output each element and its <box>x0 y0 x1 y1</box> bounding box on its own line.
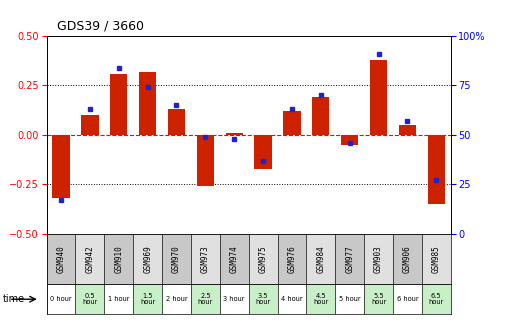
Text: 4 hour: 4 hour <box>281 296 303 302</box>
Bar <box>254 135 272 168</box>
Text: GSM984: GSM984 <box>316 245 325 273</box>
Bar <box>283 111 300 135</box>
Text: GSM974: GSM974 <box>229 245 239 273</box>
Bar <box>370 60 387 135</box>
Text: GSM910: GSM910 <box>114 245 123 273</box>
Text: time: time <box>3 294 25 304</box>
Text: GDS39 / 3660: GDS39 / 3660 <box>57 20 144 33</box>
Bar <box>162 234 191 284</box>
Bar <box>312 97 329 135</box>
Text: GSM975: GSM975 <box>258 245 268 273</box>
Bar <box>133 234 162 284</box>
Bar <box>47 234 76 284</box>
Bar <box>220 284 249 314</box>
Text: GSM970: GSM970 <box>172 245 181 273</box>
Text: 0.5
hour: 0.5 hour <box>82 293 97 305</box>
Bar <box>197 135 214 186</box>
Bar <box>278 284 306 314</box>
Bar <box>52 135 70 198</box>
Bar <box>422 234 451 284</box>
Text: 2 hour: 2 hour <box>166 296 188 302</box>
Text: 0 hour: 0 hour <box>50 296 72 302</box>
Bar <box>225 133 243 135</box>
Bar <box>364 234 393 284</box>
Text: GSM903: GSM903 <box>374 245 383 273</box>
Bar <box>81 115 98 135</box>
Text: GSM942: GSM942 <box>85 245 94 273</box>
Bar <box>76 234 104 284</box>
Bar <box>278 234 306 284</box>
Text: GSM906: GSM906 <box>403 245 412 273</box>
Bar <box>133 284 162 314</box>
Text: GSM973: GSM973 <box>201 245 210 273</box>
Text: 3.5
hour: 3.5 hour <box>255 293 271 305</box>
Text: 5 hour: 5 hour <box>339 296 361 302</box>
Text: 1 hour: 1 hour <box>108 296 130 302</box>
Bar <box>393 234 422 284</box>
Bar <box>104 234 133 284</box>
Text: GSM976: GSM976 <box>287 245 296 273</box>
Text: 2.5
hour: 2.5 hour <box>198 293 213 305</box>
Bar <box>191 284 220 314</box>
Bar <box>139 72 156 135</box>
Text: 6.5
hour: 6.5 hour <box>428 293 444 305</box>
Bar <box>393 284 422 314</box>
Bar <box>335 234 364 284</box>
Bar <box>162 284 191 314</box>
Text: GSM969: GSM969 <box>143 245 152 273</box>
Bar <box>76 284 104 314</box>
Bar <box>306 234 335 284</box>
Text: GSM985: GSM985 <box>431 245 441 273</box>
Text: 1.5
hour: 1.5 hour <box>140 293 155 305</box>
Bar <box>191 234 220 284</box>
Bar <box>306 284 335 314</box>
Bar <box>249 234 278 284</box>
Bar <box>220 234 249 284</box>
Bar <box>399 125 416 135</box>
Text: GSM940: GSM940 <box>56 245 66 273</box>
Text: 4.5
hour: 4.5 hour <box>313 293 328 305</box>
Bar <box>110 74 127 135</box>
Text: GSM977: GSM977 <box>345 245 354 273</box>
Bar <box>341 135 358 145</box>
Text: 6 hour: 6 hour <box>397 296 418 302</box>
Text: 3 hour: 3 hour <box>223 296 245 302</box>
Bar <box>104 284 133 314</box>
Bar <box>47 284 76 314</box>
Bar <box>168 109 185 135</box>
Text: 5.5
hour: 5.5 hour <box>371 293 386 305</box>
Bar <box>364 284 393 314</box>
Bar <box>427 135 445 204</box>
Bar <box>249 284 278 314</box>
Bar <box>422 284 451 314</box>
Bar <box>335 284 364 314</box>
